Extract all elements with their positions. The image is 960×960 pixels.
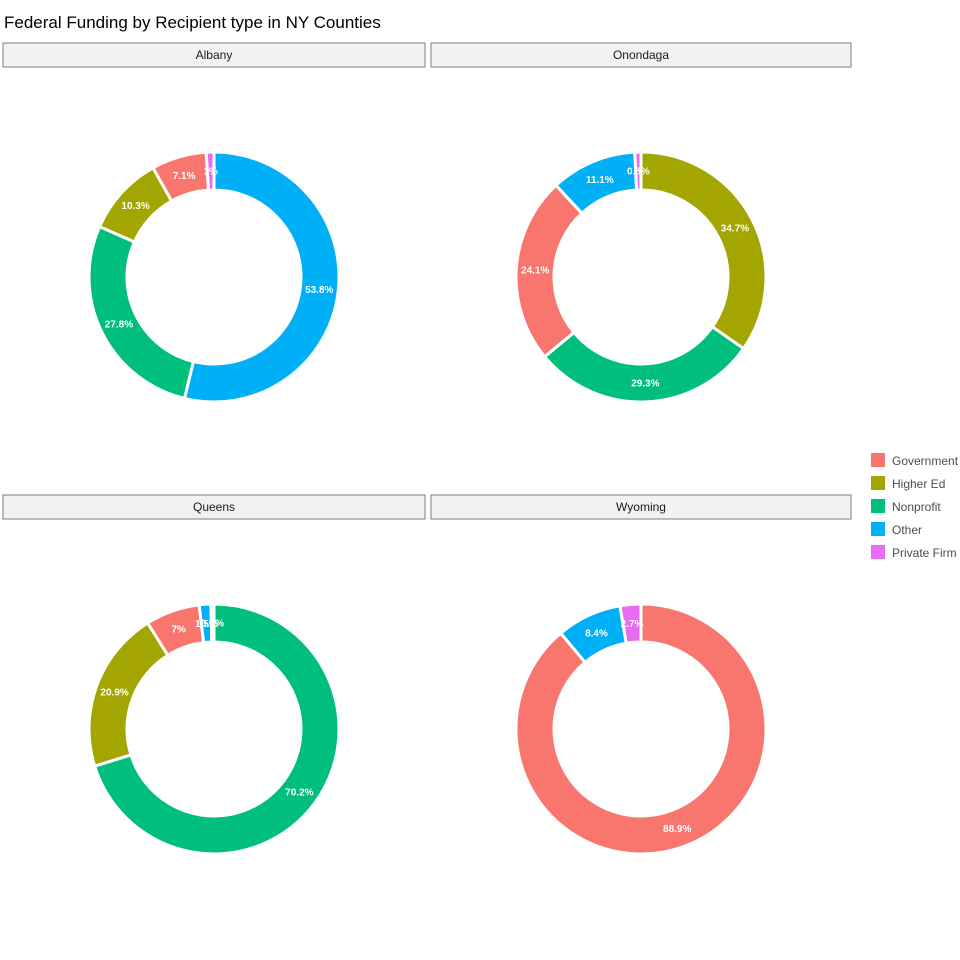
facet-strip-label: Albany <box>196 48 233 62</box>
legend-item-other: Other <box>871 522 922 537</box>
slice-label-higher-ed: 34.7% <box>721 223 749 234</box>
slice-label-government: 24.1% <box>521 266 549 277</box>
slice-nonprofit <box>92 602 341 856</box>
facet-strip-label: Onondaga <box>613 48 669 62</box>
panel-wyoming: Wyoming 88.9% 8.4% 2.7% <box>430 494 852 856</box>
legend-key-nonprofit <box>871 499 885 513</box>
slice-label-other: 53.8% <box>305 285 333 296</box>
legend-label-nonprofit: Nonprofit <box>892 500 941 514</box>
slice-label-government: 7% <box>171 625 186 636</box>
facet-strip-label: Wyoming <box>616 500 666 514</box>
slice-private-firm <box>204 150 216 192</box>
legend-label-government: Government <box>892 454 959 468</box>
slice-label-government: 88.9% <box>663 824 691 835</box>
slice-government <box>514 602 768 856</box>
facet-strip <box>2 42 426 68</box>
slice-label-other: 1.5% <box>195 619 218 630</box>
slice-label-higher-ed: 20.9% <box>100 688 128 699</box>
slice-label-higher-ed: 10.3% <box>121 201 149 212</box>
legend-label-higher-ed: Higher Ed <box>892 477 945 491</box>
legend-label-other: Other <box>892 523 922 537</box>
legend: Government Higher Ed Nonprofit Other Private… <box>871 453 959 560</box>
slice-label-nonprofit: 29.3% <box>631 378 659 389</box>
slice-other <box>182 150 341 404</box>
slice-label-other: 8.4% <box>585 628 608 639</box>
panel-onondaga: Onondaga 34.7% 29.3% 24.1% 11.1% 0.8% <box>430 42 852 404</box>
slice-label-nonprofit: 70.2% <box>285 787 313 798</box>
slice-label-private-firm: 1% <box>203 167 218 178</box>
slice-label-private-firm: 0.8% <box>627 167 650 178</box>
facet-strip <box>430 42 852 68</box>
panel-queens: Queens 70.2% 20.9% 7% 1.5%0.4% <box>2 494 426 856</box>
facet-panels: Albany 53.8% 27.8% 10.3% 7.1% 1% Onondaga 34.7%… <box>2 42 852 856</box>
legend-label-private-firm: Private Firm <box>892 546 957 560</box>
legend-item-higher-ed: Higher Ed <box>871 476 945 491</box>
facet-strip-label: Queens <box>193 500 235 514</box>
slice-private-firm <box>633 150 643 192</box>
legend-key-government <box>871 453 885 467</box>
slice-label-nonprofit: 27.8% <box>105 319 133 330</box>
legend-key-higher-ed <box>871 476 885 490</box>
legend-item-government: Government <box>871 453 959 468</box>
slice-private-firm <box>209 602 216 644</box>
legend-key-other <box>871 522 885 536</box>
facet-strip <box>430 494 852 520</box>
slice-label-private-firm: 2.7% <box>621 619 644 630</box>
legend-key-private-firm <box>871 545 885 559</box>
legend-item-nonprofit: Nonprofit <box>871 499 941 514</box>
slice-label-other: 11.1% <box>586 175 614 186</box>
slice-private-firm <box>618 602 643 645</box>
facet-strip <box>2 494 426 520</box>
slice-nonprofit <box>542 324 746 404</box>
slice-nonprofit <box>87 224 196 401</box>
legend-item-private-firm: Private Firm <box>871 545 957 560</box>
slice-label-private-firm: 0.4% <box>201 619 224 630</box>
slice-label-government: 7.1% <box>173 171 196 182</box>
panel-albany: Albany 53.8% 27.8% 10.3% 7.1% 1% <box>2 42 426 404</box>
slice-higher-ed <box>639 150 768 351</box>
chart-title: Federal Funding by Recipient type in NY … <box>4 13 381 32</box>
